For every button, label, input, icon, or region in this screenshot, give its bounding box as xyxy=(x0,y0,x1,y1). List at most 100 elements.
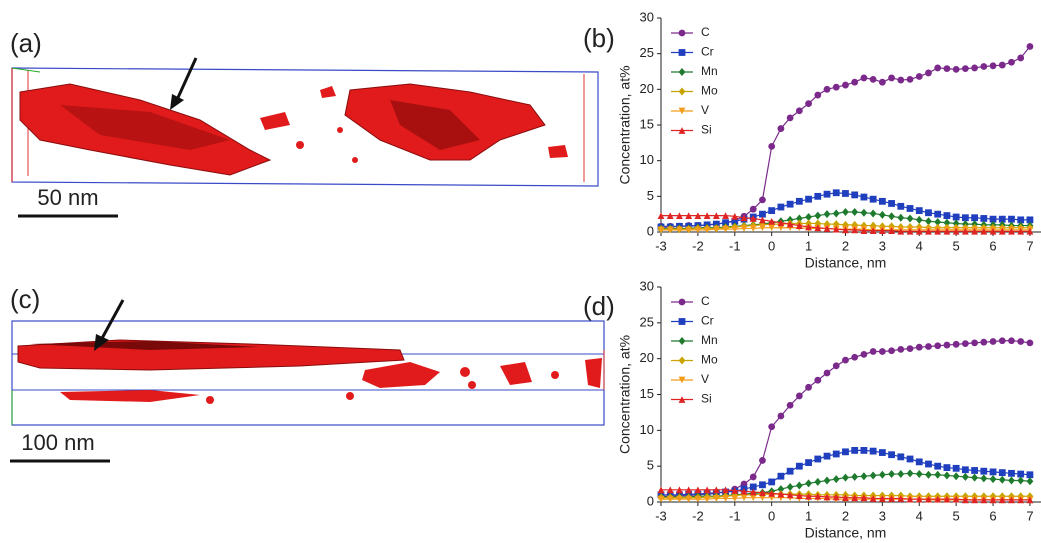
x-axis-label: Distance, nm xyxy=(805,255,887,271)
marker xyxy=(823,210,831,219)
marker xyxy=(842,473,849,482)
marker xyxy=(888,227,895,234)
marker xyxy=(657,486,665,494)
legend-label: C xyxy=(701,25,710,39)
marker xyxy=(851,226,859,234)
marker xyxy=(832,225,840,233)
marker xyxy=(731,487,739,494)
marker xyxy=(1026,216,1034,224)
x-tick-label: 5 xyxy=(953,508,960,523)
marker xyxy=(906,205,914,212)
x-tick-label: -2 xyxy=(692,238,704,253)
marker xyxy=(814,455,822,463)
marker xyxy=(952,464,960,472)
marker xyxy=(666,212,674,219)
y-tick-label: 30 xyxy=(640,278,654,293)
x-axis-label: Distance, nm xyxy=(805,525,887,541)
marker xyxy=(961,340,969,348)
marker xyxy=(989,227,997,235)
marker xyxy=(934,64,942,72)
panel-label: (a) xyxy=(10,28,42,58)
marker xyxy=(731,212,739,220)
marker xyxy=(998,337,1006,345)
marker xyxy=(869,495,877,502)
marker xyxy=(934,218,942,227)
marker xyxy=(795,481,803,490)
marker xyxy=(980,227,988,235)
marker xyxy=(676,226,683,234)
marker xyxy=(952,65,960,73)
marker xyxy=(1008,337,1015,345)
marker xyxy=(832,189,840,197)
marker xyxy=(897,453,905,461)
x-tick-label: 2 xyxy=(842,238,849,253)
marker xyxy=(786,491,794,499)
x-tick-label: 4 xyxy=(916,508,923,523)
marker xyxy=(1026,477,1034,486)
marker xyxy=(961,214,969,222)
marker xyxy=(943,227,951,235)
marker xyxy=(731,495,739,502)
marker xyxy=(980,338,988,346)
y-tick-label: 30 xyxy=(640,9,654,24)
marker xyxy=(906,345,914,353)
y-tick-label: 10 xyxy=(640,152,654,167)
marker xyxy=(676,495,683,503)
marker xyxy=(915,215,923,224)
marker xyxy=(952,340,960,348)
panel-label: (c) xyxy=(10,284,40,314)
marker xyxy=(685,486,693,494)
marker xyxy=(823,190,831,198)
marker xyxy=(694,226,702,234)
marker xyxy=(722,495,729,502)
x-tick-label: 6 xyxy=(989,508,996,523)
marker xyxy=(685,226,693,234)
marker xyxy=(805,223,812,231)
marker xyxy=(989,338,997,345)
marker xyxy=(971,496,978,504)
marker xyxy=(897,76,905,84)
marker xyxy=(888,495,895,502)
marker xyxy=(934,495,942,503)
marker xyxy=(731,217,739,225)
marker xyxy=(851,494,859,502)
marker xyxy=(1008,227,1015,235)
marker xyxy=(925,209,932,217)
marker xyxy=(1017,338,1025,345)
x-tick-label: 3 xyxy=(879,238,886,253)
marker xyxy=(934,462,942,470)
marker xyxy=(694,486,702,494)
marker xyxy=(712,212,720,219)
marker xyxy=(722,225,729,233)
marker xyxy=(906,495,914,503)
marker xyxy=(795,197,803,205)
marker xyxy=(998,475,1006,484)
marker xyxy=(952,227,960,235)
marker xyxy=(860,227,868,234)
marker xyxy=(832,493,840,501)
marker xyxy=(1017,54,1025,62)
marker xyxy=(915,207,923,214)
marker xyxy=(851,447,859,454)
legend-marker xyxy=(678,29,686,37)
scale-bar-label: 50 nm xyxy=(37,185,98,210)
marker xyxy=(657,495,665,503)
x-tick-label: 7 xyxy=(1026,238,1033,253)
marker xyxy=(759,457,766,464)
marker xyxy=(703,226,711,234)
marker xyxy=(795,222,803,229)
marker xyxy=(777,472,785,480)
marker xyxy=(1017,476,1025,485)
marker xyxy=(860,494,868,502)
marker xyxy=(897,470,905,479)
marker xyxy=(851,78,859,86)
marker xyxy=(768,217,776,225)
marker xyxy=(971,473,978,482)
y-axis-label: Concentration, at% xyxy=(617,65,633,184)
marker xyxy=(1008,496,1015,504)
marker xyxy=(786,482,794,491)
marker xyxy=(768,490,776,497)
marker xyxy=(980,215,988,222)
marker xyxy=(952,472,960,481)
